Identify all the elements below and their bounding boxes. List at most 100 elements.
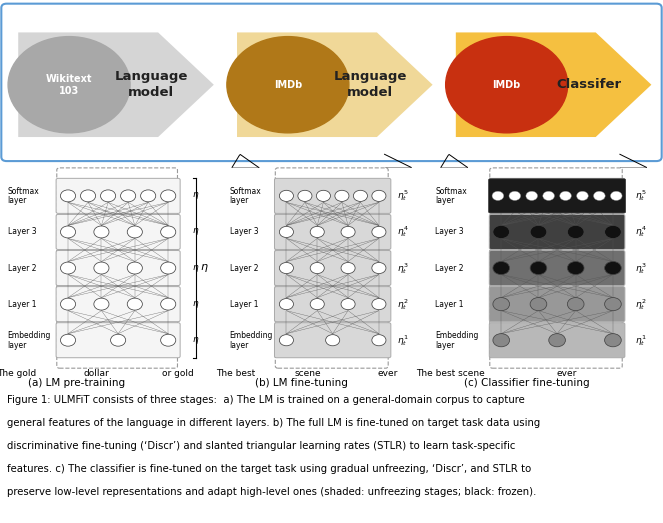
Circle shape [593, 191, 605, 200]
FancyBboxPatch shape [1, 4, 662, 161]
Circle shape [127, 226, 143, 238]
Text: $\eta_t^4$: $\eta_t^4$ [396, 224, 408, 240]
Circle shape [160, 298, 176, 310]
FancyBboxPatch shape [489, 214, 625, 249]
Circle shape [446, 37, 568, 133]
Circle shape [515, 189, 532, 202]
Text: Layer 2: Layer 2 [229, 264, 258, 272]
Circle shape [80, 190, 95, 202]
Circle shape [127, 298, 143, 310]
Text: Layer 3: Layer 3 [7, 228, 36, 236]
Circle shape [605, 334, 621, 347]
Text: $\eta_t^4$: $\eta_t^4$ [634, 224, 646, 240]
Text: IMDb: IMDb [493, 79, 521, 90]
Text: $\eta_t^1$: $\eta_t^1$ [396, 333, 408, 348]
FancyBboxPatch shape [56, 287, 180, 322]
Text: Softmax
layer: Softmax layer [229, 187, 261, 205]
Circle shape [372, 226, 386, 237]
Circle shape [611, 191, 622, 200]
Text: $\eta_t^5$: $\eta_t^5$ [396, 188, 408, 203]
FancyBboxPatch shape [56, 178, 180, 213]
Text: (b) LM fine-tuning: (b) LM fine-tuning [255, 378, 348, 388]
Circle shape [530, 262, 547, 275]
Circle shape [160, 190, 176, 202]
Circle shape [94, 226, 109, 238]
Text: (c) Classifier fine-tuning: (c) Classifier fine-tuning [464, 378, 590, 388]
Circle shape [372, 299, 386, 310]
Circle shape [341, 226, 355, 237]
Circle shape [605, 262, 621, 275]
Text: Layer 1: Layer 1 [436, 300, 464, 309]
Circle shape [372, 190, 386, 201]
Circle shape [279, 299, 294, 310]
FancyBboxPatch shape [274, 214, 391, 249]
Text: Embedding
layer: Embedding layer [229, 331, 273, 349]
FancyBboxPatch shape [489, 178, 625, 213]
Text: Softmax
layer: Softmax layer [436, 187, 467, 205]
Text: Layer 3: Layer 3 [229, 228, 259, 236]
Text: The best scene: The best scene [416, 369, 485, 379]
Circle shape [310, 299, 324, 310]
Circle shape [160, 226, 176, 238]
FancyBboxPatch shape [274, 323, 391, 358]
Circle shape [94, 298, 109, 310]
Circle shape [530, 225, 547, 238]
Text: $\eta$: $\eta$ [192, 263, 200, 274]
Circle shape [8, 37, 130, 133]
Circle shape [543, 191, 554, 200]
Text: Wikitext
103: Wikitext 103 [46, 74, 92, 96]
Circle shape [60, 334, 76, 346]
Text: discriminative fine-tuning (‘Discr’) and slanted triangular learning rates (STLR: discriminative fine-tuning (‘Discr’) and… [7, 441, 515, 451]
Text: $\eta$: $\eta$ [192, 299, 200, 310]
FancyBboxPatch shape [274, 178, 391, 213]
FancyBboxPatch shape [489, 287, 625, 322]
Polygon shape [456, 32, 651, 137]
FancyBboxPatch shape [489, 251, 625, 286]
Circle shape [279, 263, 294, 274]
Circle shape [530, 298, 547, 311]
Circle shape [111, 334, 126, 346]
Circle shape [341, 299, 355, 310]
Circle shape [160, 262, 176, 274]
Text: $\eta_t^5$: $\eta_t^5$ [635, 188, 646, 203]
Polygon shape [18, 32, 213, 137]
Circle shape [605, 298, 621, 311]
Text: Classifer: Classifer [556, 78, 621, 91]
Circle shape [577, 191, 588, 200]
Circle shape [60, 262, 76, 274]
Circle shape [60, 226, 76, 238]
Circle shape [568, 262, 584, 275]
Text: The gold: The gold [0, 369, 36, 379]
Text: $\eta$: $\eta$ [200, 262, 208, 274]
Text: (a) LM pre-training: (a) LM pre-training [28, 378, 125, 388]
Text: $\eta$: $\eta$ [192, 226, 200, 237]
Circle shape [493, 189, 510, 202]
Circle shape [279, 190, 294, 201]
Text: scene: scene [295, 369, 322, 379]
Text: $\eta$: $\eta$ [192, 190, 200, 201]
Polygon shape [237, 32, 432, 137]
Text: features. c) The classifier is fine-tuned on the target task using gradual unfre: features. c) The classifier is fine-tune… [7, 464, 531, 474]
Circle shape [568, 298, 584, 311]
Text: ever: ever [378, 369, 398, 379]
Circle shape [227, 37, 349, 133]
Text: $\eta_t^3$: $\eta_t^3$ [396, 260, 408, 276]
FancyBboxPatch shape [275, 168, 389, 368]
Circle shape [279, 226, 294, 237]
Circle shape [279, 335, 294, 346]
Circle shape [60, 298, 76, 310]
Circle shape [127, 262, 143, 274]
Circle shape [560, 191, 572, 200]
Circle shape [353, 190, 367, 201]
Circle shape [493, 225, 510, 238]
Circle shape [549, 334, 566, 347]
Circle shape [493, 262, 510, 275]
Circle shape [605, 189, 621, 202]
Circle shape [492, 191, 504, 200]
Circle shape [605, 225, 621, 238]
FancyBboxPatch shape [56, 251, 180, 286]
Circle shape [60, 190, 76, 202]
Circle shape [310, 263, 324, 274]
FancyBboxPatch shape [274, 287, 391, 322]
Circle shape [326, 335, 339, 346]
